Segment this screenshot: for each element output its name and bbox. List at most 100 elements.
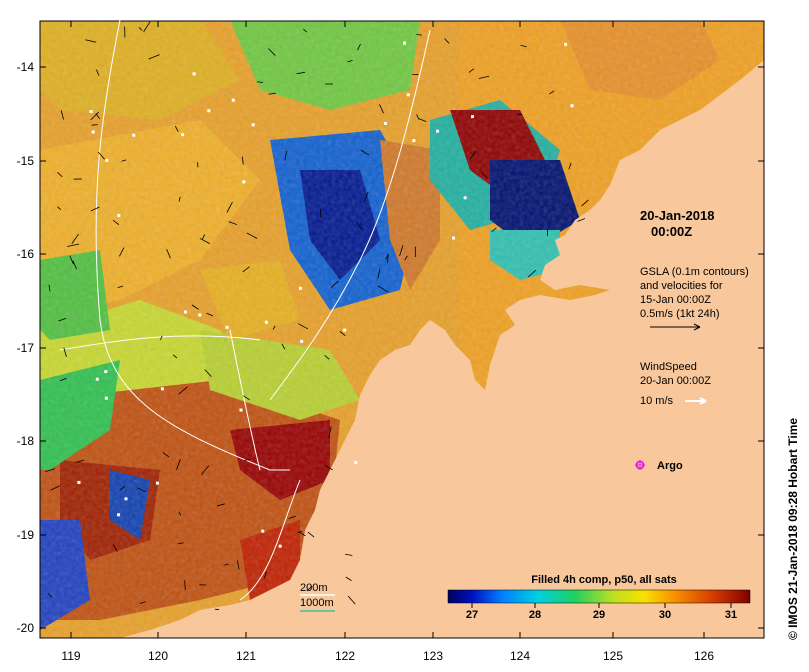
lat-tick-label: -16 <box>17 247 35 261</box>
velocity-arrow <box>72 260 78 270</box>
velocity-arrow <box>288 515 296 519</box>
gsla-line-3: 15-Jan 00:00Z <box>640 294 711 306</box>
velocity-arrow <box>345 553 353 556</box>
velocity-arrow <box>268 48 276 56</box>
velocity-arrow <box>177 542 184 545</box>
velocity-arrow <box>298 323 309 330</box>
wind-arrow <box>117 213 121 217</box>
wind-arrow <box>155 481 159 485</box>
velocity-arrow <box>97 151 106 160</box>
velocity-arrow <box>243 395 250 401</box>
velocity-arrow <box>90 111 100 121</box>
wind-arrow <box>436 129 440 133</box>
velocity-arrow <box>246 232 258 239</box>
wind-arrow <box>117 513 121 517</box>
velocity-arrow <box>224 563 229 566</box>
colorbar <box>447 589 751 604</box>
velocity-arrow <box>63 347 67 358</box>
velocity-arrow <box>69 255 74 265</box>
velocity-arrow <box>112 544 118 552</box>
wind-arrow <box>343 328 347 332</box>
velocity-arrow <box>360 149 370 156</box>
velocity-arrow <box>75 459 85 463</box>
velocity-arrow <box>520 44 527 48</box>
velocity-arrow <box>478 75 490 79</box>
wind-arrow <box>452 236 456 240</box>
velocity-arrow <box>263 571 267 579</box>
velocity-arrow <box>339 330 346 337</box>
velocity-arrow <box>57 172 63 178</box>
wind-arrow <box>278 544 282 548</box>
wind-arrow <box>231 98 235 102</box>
isobath-200-label: 200m <box>300 582 328 594</box>
velocity-arrow <box>162 451 170 458</box>
velocity-arrow <box>284 150 288 161</box>
velocity-arrow <box>204 369 212 377</box>
velocity-arrow <box>57 206 62 210</box>
isobath-1000-label: 1000m <box>300 597 334 609</box>
lon-tick-label: 123 <box>423 649 443 663</box>
wind-arrow <box>298 286 302 290</box>
colorbar-tick-label: 29 <box>593 609 605 621</box>
velocity-arrow <box>306 585 313 592</box>
velocity-arrow <box>96 69 100 76</box>
wind-arrow <box>570 104 574 108</box>
wind-arrow <box>89 109 93 113</box>
wind-arrow <box>91 130 95 134</box>
velocity-arrow <box>191 304 199 310</box>
velocity-arrow <box>216 503 226 507</box>
velocity-arrow <box>377 285 389 293</box>
wind-arrow <box>300 339 304 343</box>
isobath-200m-line <box>229 329 261 471</box>
velocity-arrow <box>242 266 250 273</box>
velocity-arrow <box>418 118 427 122</box>
wind-arrow <box>239 408 243 412</box>
lon-tick-label: 125 <box>603 649 623 663</box>
wind-arrow <box>412 139 416 143</box>
sst-field <box>40 21 764 638</box>
velocity-arrow <box>117 285 124 289</box>
lat-tick-label: -14 <box>17 60 35 74</box>
velocity-arrow <box>148 54 160 60</box>
velocity-arrow <box>324 354 330 360</box>
wind-arrow <box>181 133 185 137</box>
side-credit: © IMOS 21-Jan-2018 09:28 Hobart Time <box>786 418 800 640</box>
wind-arrow <box>104 370 108 374</box>
velocity-arrow <box>178 386 188 395</box>
velocity-arrow <box>581 199 589 207</box>
velocity-arrow <box>160 335 163 341</box>
velocity-arrow <box>470 150 477 160</box>
wind-arrow <box>383 121 387 125</box>
wind-arrow <box>251 123 255 127</box>
lon-tick-label: 122 <box>335 649 355 663</box>
wind-arrow <box>124 497 128 501</box>
wind-scale-label: 10 m/s <box>640 395 674 407</box>
lat-tick-label: -17 <box>17 341 35 355</box>
velocity-arrow <box>444 38 450 44</box>
velocity-arrow <box>404 255 408 261</box>
velocity-arrow <box>60 110 65 120</box>
velocity-arrow <box>50 485 60 491</box>
wind-line-1: WindSpeed <box>640 361 697 373</box>
velocity-arrow <box>345 576 352 581</box>
velocity-arrows <box>45 21 589 610</box>
velocity-scale-arrow-icon <box>650 323 701 331</box>
lat-tick-label: -18 <box>17 434 35 448</box>
velocity-arrow <box>178 511 182 516</box>
velocity-arrow <box>364 191 369 202</box>
lat-tick-label: -19 <box>17 528 35 542</box>
velocity-arrow <box>268 92 276 95</box>
velocity-arrow <box>328 426 332 438</box>
velocity-arrow <box>85 39 96 43</box>
velocity-arrow <box>236 560 240 570</box>
velocity-arrow <box>201 465 210 475</box>
velocity-arrow <box>330 280 339 288</box>
velocity-arrow <box>47 593 53 598</box>
gsla-line-2: and velocities for <box>640 280 723 292</box>
wind-arrow <box>261 529 265 533</box>
argo-label: Argo <box>657 460 683 472</box>
lat-tick-label: -15 <box>17 154 35 168</box>
velocity-arrow <box>256 81 263 83</box>
wind-arrow <box>564 42 568 46</box>
velocity-arrow <box>577 218 586 222</box>
